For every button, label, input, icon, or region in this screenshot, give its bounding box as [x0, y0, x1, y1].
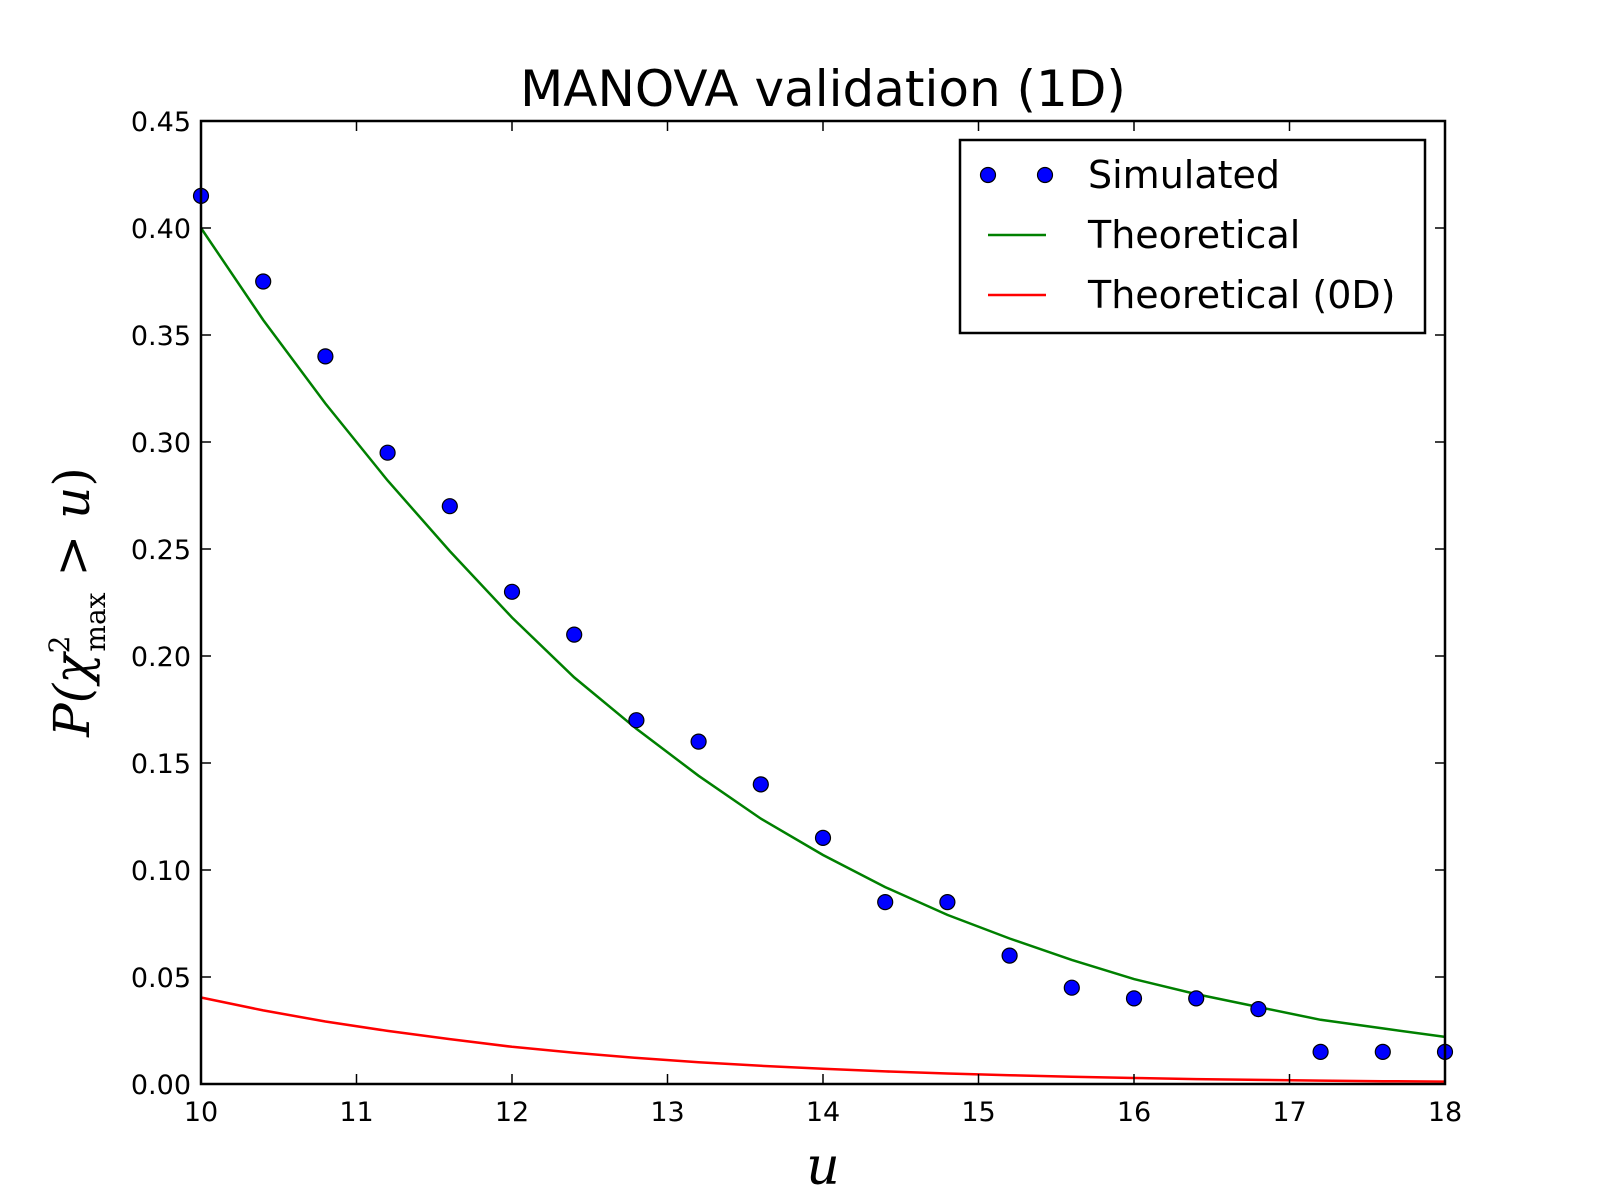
- y-tick-label: 0.45: [131, 107, 191, 138]
- data-point: [939, 893, 956, 911]
- x-tick-label: 11: [339, 1097, 373, 1128]
- data-point: [690, 733, 707, 750]
- legend-marker: [1036, 166, 1054, 184]
- x-tick-label: 13: [650, 1097, 684, 1128]
- x-tick-label: 10: [184, 1097, 218, 1128]
- y-tick-label: 0.10: [131, 856, 191, 887]
- data-point: [1188, 990, 1205, 1007]
- y-tick-label: 0.25: [131, 535, 191, 566]
- y-label-relation: >: [43, 519, 101, 593]
- y-label-suffix: ): [43, 467, 101, 487]
- y-tick-label: 0.00: [131, 1070, 191, 1101]
- plot-area: 10 11 12 13 14 15 16 17 18 0.00 0.05 0.10 0.15 0.20 0.…: [131, 107, 1462, 1128]
- data-point: [814, 829, 832, 847]
- x-tick-label: 18: [1428, 1097, 1462, 1128]
- legend-label: Theoretical (0D): [1087, 273, 1395, 317]
- data-point: [441, 498, 458, 515]
- chart-title: MANOVA validation (1D): [520, 60, 1126, 118]
- legend-label: Simulated: [1088, 153, 1280, 197]
- data-point: [1312, 1043, 1329, 1061]
- x-tick-label: 15: [961, 1097, 995, 1128]
- data-point: [566, 626, 583, 643]
- y-label-superscript: 2: [43, 636, 76, 654]
- data-point: [1250, 1000, 1267, 1018]
- data-point: [877, 893, 894, 911]
- y-tick-label: 0.15: [131, 749, 191, 780]
- legend-label: Theoretical: [1087, 213, 1300, 257]
- x-axis-label: u: [806, 1137, 840, 1197]
- y-label-subscript: max: [79, 592, 112, 651]
- legend-entries: Simulated Theoretical Theoretical (0D): [979, 153, 1395, 317]
- data-point: [1374, 1043, 1391, 1061]
- data-point: [628, 712, 645, 729]
- tick-layer: 10 11 12 13 14 15 16 17 18 0.00 0.05 0.10 0.15 0.20 0.…: [131, 107, 1462, 1128]
- data-point: [255, 273, 272, 290]
- y-tick-label: 0.20: [131, 642, 191, 673]
- data-point: [1063, 979, 1080, 996]
- data-point: [1001, 947, 1018, 964]
- legend: Simulated Theoretical Theoretical (0D): [958, 138, 1427, 335]
- data-point: [317, 348, 334, 365]
- x-tick-label: 16: [1117, 1097, 1151, 1128]
- x-tick-label: 17: [1272, 1097, 1306, 1128]
- x-tick-label: 14: [806, 1097, 840, 1128]
- series-line-2: [200, 996, 1446, 1083]
- data-point: [379, 444, 396, 461]
- y-axis-label: P(χ2 max > u): [43, 467, 112, 738]
- series-line-1: [199, 227, 1446, 1039]
- y-tick-label: 0.40: [131, 214, 191, 245]
- data-point: [1125, 990, 1143, 1007]
- x-tick-label: 12: [495, 1097, 529, 1128]
- series-layer: [192, 187, 1454, 1083]
- y-label-symbol: χ: [43, 651, 101, 687]
- y-tick-label: 0.05: [131, 963, 191, 994]
- y-tick-label: 0.35: [131, 321, 191, 352]
- data-point: [503, 583, 521, 600]
- y-label-variable: u: [43, 487, 101, 519]
- y-tick-label: 0.30: [131, 428, 191, 459]
- y-label-prefix: P(: [43, 682, 101, 738]
- data-point: [752, 776, 769, 793]
- legend-marker: [979, 166, 997, 184]
